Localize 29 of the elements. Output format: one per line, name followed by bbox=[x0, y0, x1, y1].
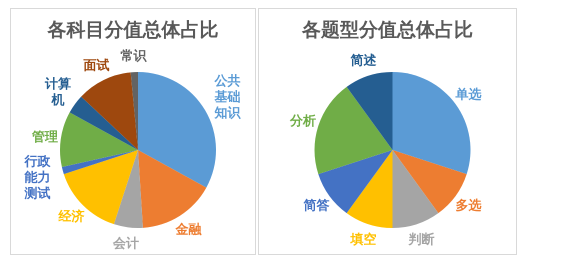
pie-slice bbox=[346, 72, 392, 150]
slice-label: 简述 bbox=[349, 53, 378, 68]
slice-label: 单选 bbox=[454, 86, 482, 102]
slice-label: 常识 bbox=[120, 48, 148, 64]
slice-label: 金融 bbox=[174, 222, 202, 237]
pie-slice bbox=[81, 72, 138, 150]
chart-title: 各科目分值总体占比 bbox=[46, 18, 220, 43]
pie-slice bbox=[392, 150, 438, 228]
slice-label: 判断 bbox=[408, 232, 435, 247]
slice-label: 简答 bbox=[302, 198, 330, 213]
pie-slice bbox=[60, 112, 138, 168]
pie-slice bbox=[62, 150, 138, 174]
pie-slice bbox=[114, 150, 143, 228]
pie-slice bbox=[314, 86, 392, 174]
slice-label: 填空 bbox=[349, 230, 376, 247]
slice-label: 分析 bbox=[289, 113, 316, 128]
slice-label: 经济 bbox=[58, 208, 85, 224]
slice-label: 计算机 bbox=[44, 76, 71, 108]
chart-title: 各题型分值总体占比 bbox=[300, 18, 474, 43]
slice-label: 公共基础知识 bbox=[214, 74, 242, 121]
slice-label: 多选 bbox=[456, 198, 482, 213]
slice-label: 行政能力测试 bbox=[24, 154, 52, 201]
pie-slice bbox=[138, 72, 216, 188]
slice-label: 管理 bbox=[30, 129, 58, 144]
pie-slice bbox=[130, 72, 138, 150]
pie-slice bbox=[70, 96, 138, 150]
slice-label: 面试 bbox=[82, 57, 110, 74]
pie-slice bbox=[346, 150, 392, 228]
slice-label: 会计 bbox=[112, 236, 140, 251]
